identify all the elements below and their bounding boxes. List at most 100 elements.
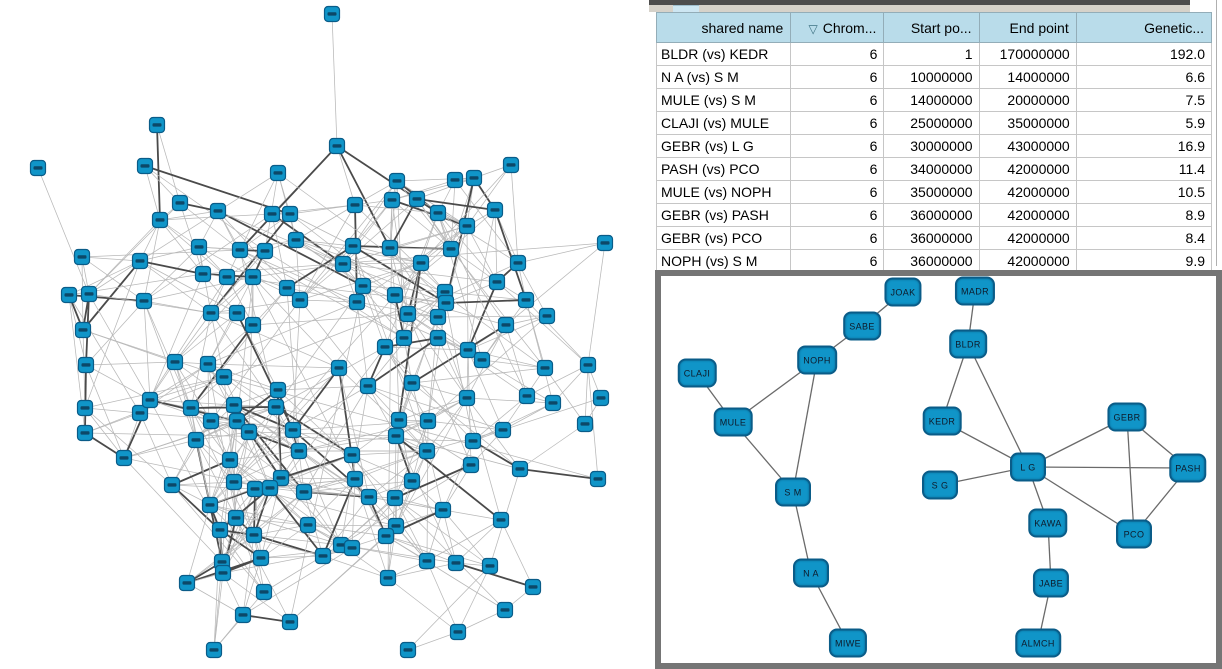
network-node-KAWA[interactable]: KAWA [1028,508,1068,538]
table-row[interactable]: BLDR (vs) KEDR 6 1 170000000 192.0 [655,42,1213,66]
cell-value[interactable]: 6 [790,111,885,135]
graph-node-label [77,255,87,259]
cell-shared-name[interactable]: GEBR (vs) L G [655,134,792,158]
cell-shared-name[interactable]: CLAJI (vs) MULE [655,111,792,135]
cell-value[interactable]: 14000000 [978,65,1077,89]
cell-value[interactable]: 42000000 [978,180,1077,204]
cell-value[interactable]: 43000000 [978,134,1077,158]
column-header-1[interactable]: ▽ Chrom... [790,12,885,43]
cell-shared-name[interactable]: MULE (vs) NOPH [655,180,792,204]
network-node-N-A[interactable]: N A [793,558,829,588]
cell-value[interactable]: 9.9 [1075,249,1213,273]
column-header-0[interactable]: shared name [655,12,792,43]
cell-value[interactable]: 14000000 [883,88,980,112]
cell-value[interactable]: 7.5 [1075,88,1213,112]
graph-edge [139,412,173,486]
network-node-S-G[interactable]: S G [922,470,958,500]
overview-network-canvas[interactable] [0,0,648,669]
cell-value[interactable]: 42000000 [978,203,1077,227]
table-row[interactable]: MULE (vs) NOPH 6 35000000 42000000 10.5 [655,180,1213,204]
cell-value[interactable]: 6 [790,42,885,66]
table-row[interactable]: GEBR (vs) PCO 6 36000000 42000000 8.4 [655,226,1213,250]
cell-value[interactable]: 35000000 [978,111,1077,135]
network-node-S-M[interactable]: S M [775,477,811,507]
graph-node-label [490,208,500,212]
filter-icon[interactable]: ▽ [808,21,818,36]
column-header-3[interactable]: End point [978,12,1077,43]
network-node-ALMCH[interactable]: ALMCH [1015,628,1061,658]
cell-value[interactable]: 42000000 [978,249,1077,273]
cell-value[interactable]: 6.6 [1075,65,1213,89]
table-row[interactable]: CLAJI (vs) MULE 6 25000000 35000000 5.9 [655,111,1213,135]
network-node-BLDR[interactable]: BLDR [949,329,987,359]
network-node-GEBR[interactable]: GEBR [1107,402,1147,432]
cell-value[interactable]: 6 [790,180,885,204]
table-tab[interactable] [673,5,699,12]
cell-value[interactable]: 42000000 [978,157,1077,181]
cell-shared-name[interactable]: BLDR (vs) KEDR [655,42,792,66]
cell-shared-name[interactable]: GEBR (vs) PCO [655,226,792,250]
graph-node-label [358,284,368,288]
table-row[interactable]: N A (vs) S M 6 10000000 14000000 6.6 [655,65,1213,89]
cell-value[interactable]: 10.5 [1075,180,1213,204]
graph-edge [340,544,457,564]
network-node-L-G[interactable]: L G [1010,452,1046,482]
network-node-MULE[interactable]: MULE [713,407,753,437]
cell-value[interactable]: 25000000 [883,111,980,135]
network-node-NOPH[interactable]: NOPH [797,345,837,375]
cell-value[interactable]: 36000000 [883,226,980,250]
cell-value[interactable]: 34000000 [883,157,980,181]
network-node-PCO[interactable]: PCO [1116,519,1152,549]
table-row[interactable]: PASH (vs) PCO 6 34000000 42000000 11.4 [655,157,1213,181]
network-node-MADR[interactable]: MADR [954,276,996,306]
column-header-2[interactable]: Start po... [883,12,980,43]
column-header-4[interactable]: Genetic... [1075,12,1213,43]
subnetwork-panel[interactable]: JOAK SABE NOPH CLAJI MULE S M N A MIWE MADR BLDR K… [655,270,1222,669]
graph-edge [156,124,181,204]
graph-edge [292,385,369,431]
cell-shared-name[interactable]: NOPH (vs) S M [655,249,792,273]
table-row[interactable]: MULE (vs) S M 6 14000000 20000000 7.5 [655,88,1213,112]
graph-node-label [422,449,432,453]
cell-value[interactable]: 11.4 [1075,157,1213,181]
network-node-JABE[interactable]: JABE [1032,568,1070,598]
cell-value[interactable]: 6 [790,203,885,227]
graph-edge [139,260,204,275]
cell-value[interactable]: 192.0 [1075,42,1213,66]
cell-value[interactable]: 6 [790,88,885,112]
cell-value[interactable]: 8.9 [1075,203,1213,227]
overview-network-panel[interactable] [0,0,648,669]
cell-value[interactable]: 42000000 [978,226,1077,250]
cell-value[interactable]: 170000000 [978,42,1077,66]
graph-edge [354,450,428,480]
cell-value[interactable]: 10000000 [883,65,980,89]
network-node-KEDR[interactable]: KEDR [922,406,962,436]
table-row[interactable]: GEBR (vs) PASH 6 36000000 42000000 8.9 [655,203,1213,227]
cell-value[interactable]: 16.9 [1075,134,1213,158]
cell-value[interactable]: 20000000 [978,88,1077,112]
table-row[interactable]: GEBR (vs) L G 6 30000000 43000000 16.9 [655,134,1213,158]
network-node-JOAK[interactable]: JOAK [884,277,922,307]
cell-value[interactable]: 6 [790,226,885,250]
cell-value[interactable]: 1 [883,42,980,66]
cell-value[interactable]: 35000000 [883,180,980,204]
cell-shared-name[interactable]: N A (vs) S M [655,65,792,89]
cell-value[interactable]: 36000000 [883,203,980,227]
cell-shared-name[interactable]: MULE (vs) S M [655,88,792,112]
network-node-SABE[interactable]: SABE [843,311,881,341]
network-node-CLAJI[interactable]: CLAJI [677,358,717,388]
cell-value[interactable]: 6 [790,249,885,273]
network-node-MIWE[interactable]: MIWE [828,628,868,658]
graph-node-label [285,620,295,624]
cell-shared-name[interactable]: PASH (vs) PCO [655,157,792,181]
cell-value[interactable]: 6 [790,157,885,181]
network-node-PASH[interactable]: PASH [1169,453,1207,483]
cell-value[interactable]: 6 [790,65,885,89]
cell-value[interactable]: 8.4 [1075,226,1213,250]
cell-value[interactable]: 30000000 [883,134,980,158]
cell-value[interactable]: 5.9 [1075,111,1213,135]
table-row[interactable]: NOPH (vs) S M 6 36000000 42000000 9.9 [655,249,1213,273]
graph-edge [260,491,305,559]
cell-shared-name[interactable]: GEBR (vs) PASH [655,203,792,227]
cell-value[interactable]: 6 [790,134,885,158]
